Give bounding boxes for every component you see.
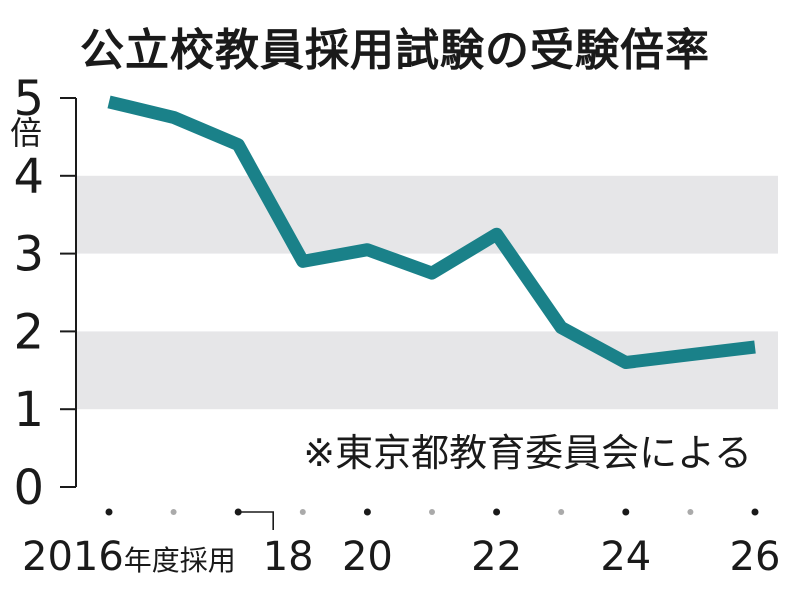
x-tick-label: 26 xyxy=(730,534,781,580)
y-tick-label: 1 xyxy=(13,382,44,438)
x-tick-label-year: 2016 xyxy=(22,534,124,580)
x-tick-dot xyxy=(299,509,306,515)
x-tick-dot xyxy=(687,509,694,515)
x-label-bracket xyxy=(238,511,274,530)
source-note: ※東京都教育委員会による xyxy=(303,431,752,475)
y-tick-label: 3 xyxy=(13,227,44,283)
y-unit-label: 倍 xyxy=(10,114,42,152)
x-tick-dot xyxy=(363,508,371,516)
grid-band xyxy=(76,175,778,254)
x-tick-dot xyxy=(751,508,759,516)
x-tick-label-suffix: 年度採用 xyxy=(124,544,236,577)
x-tick-dot xyxy=(429,509,435,515)
x-tick-label: 2016年度採用 xyxy=(22,534,236,580)
x-tick-dot xyxy=(105,508,113,516)
x-tick-dot xyxy=(170,509,177,515)
x-tick-label: 24 xyxy=(600,534,651,580)
x-tick-label: 18 xyxy=(263,534,314,580)
chart-title: 公立校教員採用試験の受験倍率 xyxy=(80,25,710,76)
y-tick-label: 0 xyxy=(13,460,44,516)
x-tick-dot xyxy=(622,508,630,516)
y-tick-label: 4 xyxy=(13,149,44,205)
x-tick-label: 22 xyxy=(471,534,522,580)
y-tick-label: 2 xyxy=(13,304,44,360)
grid-band xyxy=(76,331,778,410)
x-tick-dot xyxy=(558,509,565,515)
series-line xyxy=(107,95,756,369)
x-tick-dot xyxy=(493,508,501,516)
y-tick-label: 5 xyxy=(13,71,44,127)
x-tick-label: 20 xyxy=(342,534,393,580)
